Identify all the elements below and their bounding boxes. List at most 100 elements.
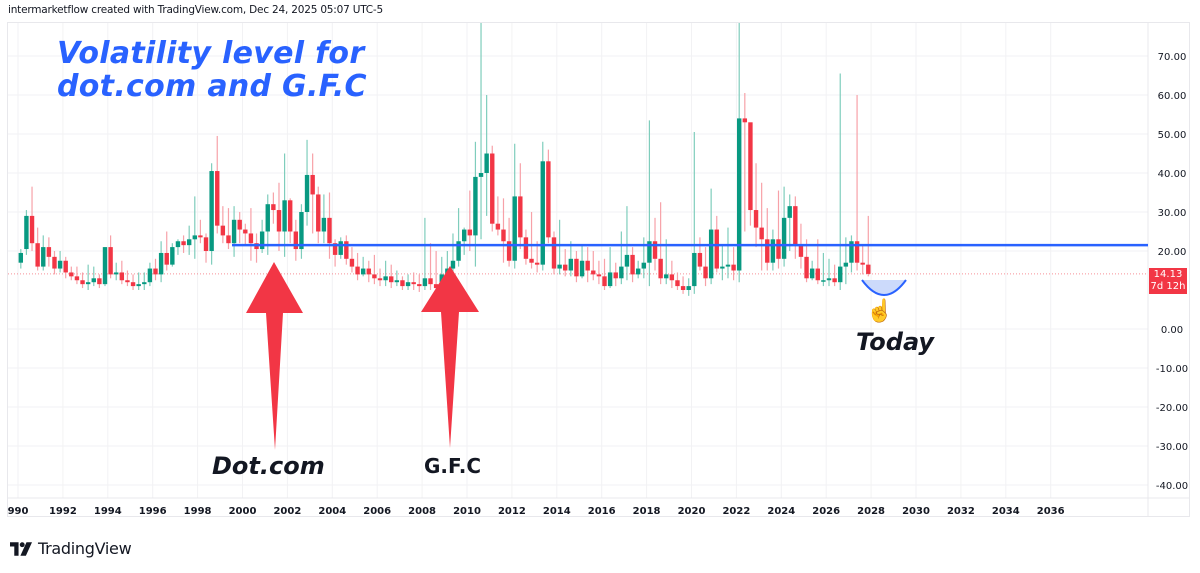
candle-body[interactable]	[860, 262, 865, 265]
candle-body[interactable]	[602, 276, 607, 287]
candle-body[interactable]	[686, 286, 691, 290]
candle-body[interactable]	[512, 196, 517, 261]
candle-body[interactable]	[832, 278, 837, 283]
candle-body[interactable]	[821, 280, 826, 282]
candle-body[interactable]	[849, 241, 854, 263]
tradingview-logo[interactable]: TradingView	[10, 539, 132, 558]
candle-body[interactable]	[714, 229, 719, 269]
candle-body[interactable]	[181, 241, 186, 246]
candle-body[interactable]	[450, 260, 456, 269]
candle-body[interactable]	[708, 229, 714, 279]
candle-body[interactable]	[265, 204, 270, 232]
candle-body[interactable]	[355, 266, 360, 275]
candle-body[interactable]	[854, 241, 860, 263]
candle-body[interactable]	[85, 282, 91, 285]
candle-body[interactable]	[591, 270, 596, 275]
candle-body[interactable]	[63, 260, 68, 273]
candle-body[interactable]	[748, 122, 753, 211]
candle-body[interactable]	[344, 241, 349, 259]
candle-body[interactable]	[316, 194, 321, 232]
candle-body[interactable]	[787, 206, 792, 218]
candle-body[interactable]	[546, 161, 551, 238]
candle-body[interactable]	[675, 280, 680, 287]
candle-body[interactable]	[680, 286, 686, 290]
candle-body[interactable]	[46, 247, 52, 257]
candle-body[interactable]	[310, 174, 315, 195]
candle-body[interactable]	[338, 241, 343, 255]
candle-body[interactable]	[596, 274, 602, 277]
candle-body[interactable]	[579, 260, 585, 277]
candle-body[interactable]	[192, 235, 197, 240]
candle-body[interactable]	[523, 237, 529, 259]
candle-body[interactable]	[731, 264, 736, 271]
candle-body[interactable]	[720, 266, 725, 269]
candle-body[interactable]	[394, 280, 400, 283]
candle-body[interactable]	[108, 247, 113, 275]
candle-body[interactable]	[669, 274, 675, 281]
candle-body[interactable]	[102, 247, 108, 285]
candle-body[interactable]	[114, 272, 119, 275]
candle-body[interactable]	[259, 231, 265, 250]
candle-body[interactable]	[153, 268, 158, 275]
candle-body[interactable]	[18, 252, 24, 263]
candle-body[interactable]	[158, 252, 164, 275]
candle-body[interactable]	[585, 260, 590, 271]
candle-body[interactable]	[613, 272, 618, 279]
candle-body[interactable]	[41, 247, 46, 267]
candle-body[interactable]	[248, 233, 254, 244]
candle-body[interactable]	[170, 247, 175, 265]
candle-body[interactable]	[164, 252, 169, 265]
candle-body[interactable]	[276, 210, 282, 232]
candle-body[interactable]	[529, 258, 534, 263]
candle-body[interactable]	[742, 118, 748, 123]
candle-body[interactable]	[231, 219, 237, 244]
candle-body[interactable]	[383, 276, 388, 281]
candle-body[interactable]	[765, 239, 770, 263]
candle-body[interactable]	[635, 268, 641, 275]
candle-body[interactable]	[652, 241, 658, 259]
candle-body[interactable]	[35, 243, 40, 267]
candle-body[interactable]	[770, 239, 776, 263]
candle-body[interactable]	[540, 161, 545, 265]
candle-body[interactable]	[377, 278, 383, 281]
candle-body[interactable]	[422, 278, 428, 287]
candle-body[interactable]	[417, 284, 422, 287]
candle-body[interactable]	[518, 196, 523, 238]
candle-body[interactable]	[804, 256, 809, 279]
candle-body[interactable]	[506, 241, 512, 261]
candle-body[interactable]	[490, 153, 495, 224]
candle-body[interactable]	[753, 210, 759, 228]
candle-body[interactable]	[29, 215, 35, 244]
candle-body[interactable]	[360, 268, 366, 275]
candle-body[interactable]	[175, 241, 181, 248]
candle-body[interactable]	[69, 272, 74, 277]
candle-body[interactable]	[737, 118, 742, 271]
candle-body[interactable]	[198, 235, 203, 238]
candle-body[interactable]	[630, 254, 635, 275]
candle-body[interactable]	[293, 231, 299, 250]
candle-body[interactable]	[563, 264, 568, 271]
candle-body[interactable]	[467, 229, 473, 236]
candle-body[interactable]	[478, 173, 484, 177]
candle-body[interactable]	[389, 276, 394, 283]
candle-body[interactable]	[815, 268, 820, 281]
candle-body[interactable]	[658, 258, 663, 279]
candle-body[interactable]	[411, 282, 416, 285]
candle-body[interactable]	[366, 268, 371, 275]
candle-body[interactable]	[843, 262, 849, 267]
candle-body[interactable]	[282, 200, 287, 232]
candle-body[interactable]	[332, 243, 338, 255]
candle-body[interactable]	[664, 274, 669, 279]
candle-body[interactable]	[456, 241, 461, 261]
candle-body[interactable]	[119, 272, 125, 281]
candle-body[interactable]	[798, 245, 804, 257]
candle-body[interactable]	[209, 171, 214, 251]
candle-body[interactable]	[186, 239, 192, 246]
candle-body[interactable]	[501, 229, 506, 242]
candle-body[interactable]	[226, 235, 231, 244]
candle-body[interactable]	[703, 266, 708, 279]
candle-body[interactable]	[692, 252, 697, 287]
candle-body[interactable]	[619, 266, 624, 279]
candle-body[interactable]	[243, 229, 248, 234]
